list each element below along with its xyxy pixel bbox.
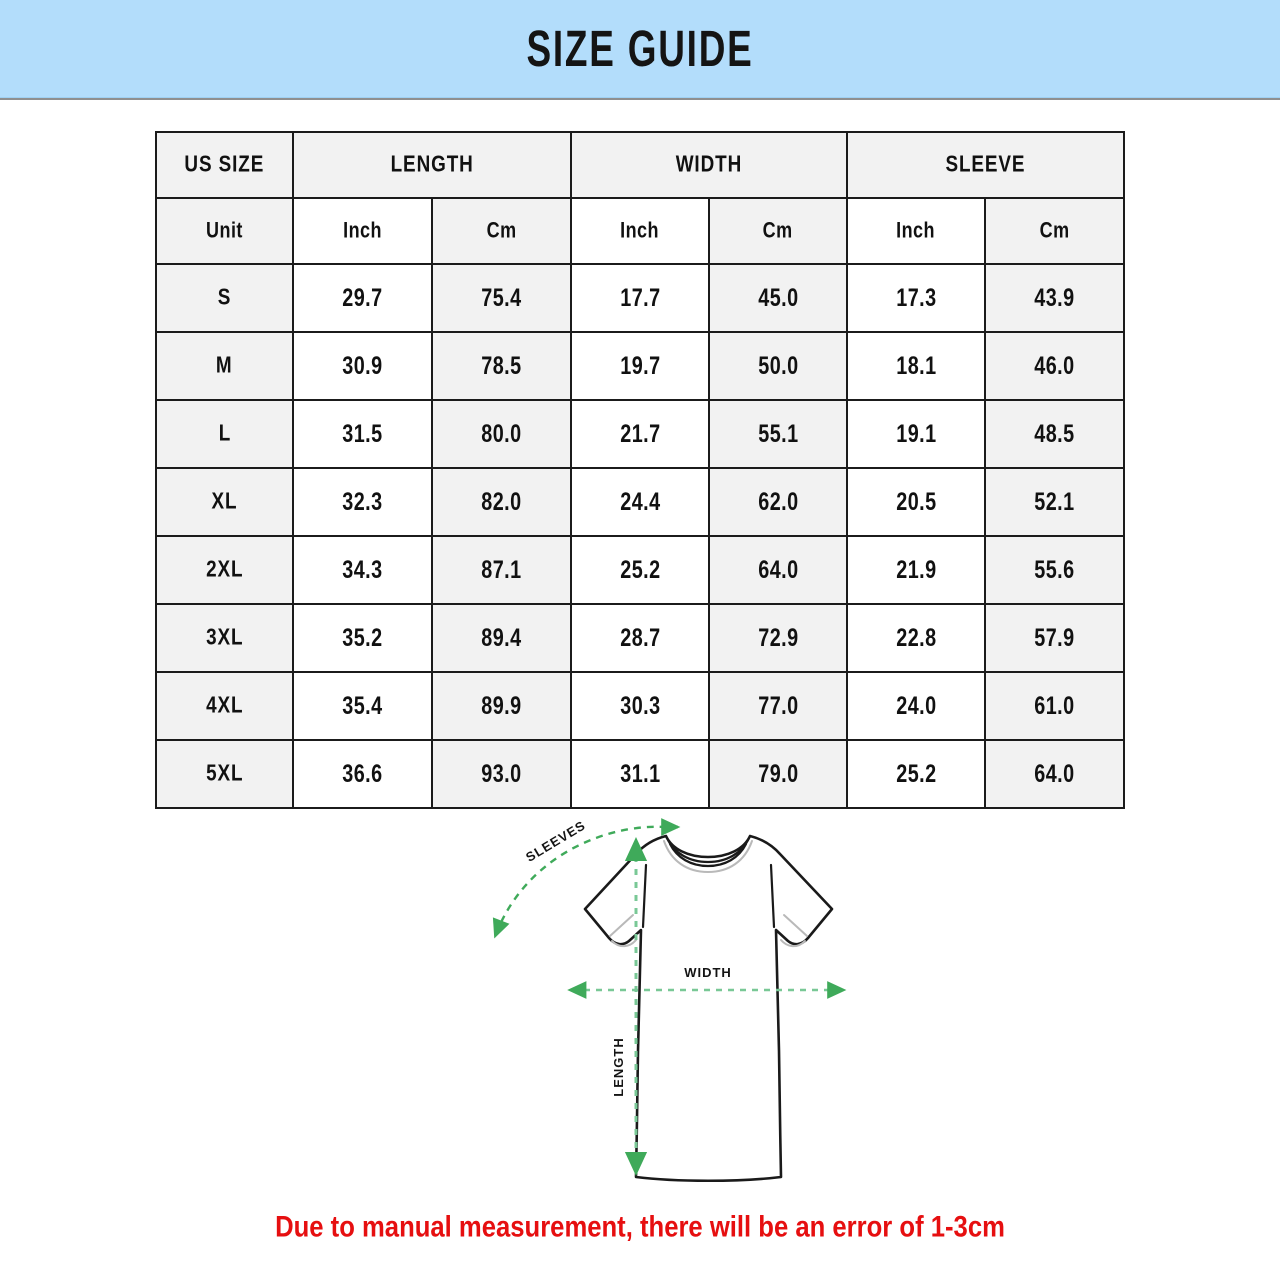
- header-unit: Unit: [155, 197, 294, 265]
- header-divider: [0, 97, 1280, 100]
- header-sleeve-inch: Inch: [846, 197, 987, 265]
- header-length: LENGTH: [291, 131, 573, 199]
- tshirt-measurement-diagram: SLEEVES WIDTH LENGTH: [440, 805, 880, 1195]
- cell-width-cm: 45.0: [708, 263, 849, 333]
- header-length-inch: Inch: [292, 197, 433, 265]
- table-row: XL 32.3 82.0 24.4 62.0 20.5 52.1: [155, 467, 1126, 537]
- cell-sleeve-cm: 61.0: [984, 671, 1126, 741]
- header-banner: SIZE GUIDE: [0, 0, 1280, 97]
- cell-length-cm: 87.1: [430, 535, 573, 605]
- cell-size: XL: [155, 467, 294, 537]
- cell-length-cm: 89.4: [430, 603, 573, 673]
- cell-size: S: [155, 263, 294, 333]
- measurement-disclaimer: Due to manual measurement, there will be…: [275, 1210, 1005, 1243]
- cell-length-inch: 34.3: [292, 535, 433, 605]
- cell-width-cm: 55.1: [708, 399, 849, 469]
- header-length-cm: Cm: [430, 197, 573, 265]
- cell-length-cm: 82.0: [430, 467, 573, 537]
- cell-length-cm: 93.0: [430, 739, 573, 809]
- cell-width-cm: 77.0: [708, 671, 849, 741]
- cell-width-inch: 25.2: [570, 535, 711, 605]
- cell-size: 2XL: [155, 535, 294, 605]
- cell-length-inch: 36.6: [292, 739, 433, 809]
- header-width: WIDTH: [570, 131, 849, 199]
- cell-length-inch: 35.4: [292, 671, 433, 741]
- cell-sleeve-cm: 48.5: [984, 399, 1126, 469]
- table-row: M 30.9 78.5 19.7 50.0 18.1 46.0: [155, 331, 1126, 401]
- cell-sleeve-cm: 52.1: [984, 467, 1126, 537]
- cell-sleeve-inch: 24.0: [846, 671, 987, 741]
- cell-sleeve-cm: 46.0: [984, 331, 1126, 401]
- cell-sleeve-cm: 64.0: [984, 739, 1126, 809]
- cell-width-inch: 21.7: [570, 399, 711, 469]
- cell-sleeve-inch: 25.2: [846, 739, 987, 809]
- cell-width-inch: 28.7: [570, 603, 711, 673]
- header-us-size: US SIZE: [155, 131, 294, 199]
- cell-size: L: [155, 399, 294, 469]
- width-label: WIDTH: [684, 965, 732, 980]
- cell-width-inch: 24.4: [570, 467, 711, 537]
- table-row: 4XL 35.4 89.9 30.3 77.0 24.0 61.0: [155, 671, 1126, 741]
- cell-size: M: [155, 331, 294, 401]
- page-title: SIZE GUIDE: [526, 19, 754, 77]
- cell-width-inch: 31.1: [570, 739, 711, 809]
- table-row: L 31.5 80.0 21.7 55.1 19.1 48.5: [155, 399, 1126, 469]
- cell-length-cm: 75.4: [430, 263, 573, 333]
- cell-sleeve-cm: 55.6: [984, 535, 1126, 605]
- size-table-body: S 29.7 75.4 17.7 45.0 17.3 43.9 M 30.9 7…: [155, 263, 1126, 809]
- cell-size: 5XL: [155, 739, 294, 809]
- cell-sleeve-inch: 20.5: [846, 467, 987, 537]
- cell-size: 3XL: [155, 603, 294, 673]
- table-row: 2XL 34.3 87.1 25.2 64.0 21.9 55.6: [155, 535, 1126, 605]
- size-table-container: US SIZE LENGTH WIDTH SLEEVE Unit Inch Cm…: [155, 131, 1126, 809]
- group-header-row: US SIZE LENGTH WIDTH SLEEVE: [155, 131, 1126, 199]
- cell-width-cm: 50.0: [708, 331, 849, 401]
- table-row: 5XL 36.6 93.0 31.1 79.0 25.2 64.0: [155, 739, 1126, 809]
- cell-width-cm: 62.0: [708, 467, 849, 537]
- cell-width-inch: 30.3: [570, 671, 711, 741]
- cell-sleeve-inch: 22.8: [846, 603, 987, 673]
- cell-width-cm: 72.9: [708, 603, 849, 673]
- cell-sleeve-inch: 19.1: [846, 399, 987, 469]
- cell-sleeve-inch: 17.3: [846, 263, 987, 333]
- table-row: S 29.7 75.4 17.7 45.0 17.3 43.9: [155, 263, 1126, 333]
- cell-width-inch: 17.7: [570, 263, 711, 333]
- header-width-cm: Cm: [708, 197, 849, 265]
- tshirt-outline: [583, 834, 834, 1183]
- cell-width-cm: 64.0: [708, 535, 849, 605]
- cell-width-inch: 19.7: [570, 331, 711, 401]
- cell-length-inch: 30.9: [292, 331, 433, 401]
- size-chart-table: US SIZE LENGTH WIDTH SLEEVE Unit Inch Cm…: [155, 131, 1126, 809]
- cell-length-inch: 31.5: [292, 399, 433, 469]
- header-sleeve: SLEEVE: [846, 131, 1126, 199]
- cell-sleeve-inch: 18.1: [846, 331, 987, 401]
- cell-sleeve-cm: 43.9: [984, 263, 1126, 333]
- unit-header-row: Unit Inch Cm Inch Cm Inch Cm: [155, 197, 1126, 265]
- cell-sleeve-cm: 57.9: [984, 603, 1126, 673]
- header-sleeve-cm: Cm: [984, 197, 1126, 265]
- sleeves-label: SLEEVES: [523, 817, 588, 864]
- cell-length-inch: 32.3: [292, 467, 433, 537]
- header-width-inch: Inch: [570, 197, 711, 265]
- cell-length-inch: 35.2: [292, 603, 433, 673]
- length-label: LENGTH: [611, 1037, 626, 1096]
- cell-width-cm: 79.0: [708, 739, 849, 809]
- cell-length-cm: 80.0: [430, 399, 573, 469]
- cell-sleeve-inch: 21.9: [846, 535, 987, 605]
- cell-length-cm: 78.5: [430, 331, 573, 401]
- cell-length-cm: 89.9: [430, 671, 573, 741]
- sleeves-measure-arrow: [492, 818, 681, 939]
- cell-length-inch: 29.7: [292, 263, 433, 333]
- cell-size: 4XL: [155, 671, 294, 741]
- table-row: 3XL 35.2 89.4 28.7 72.9 22.8 57.9: [155, 603, 1126, 673]
